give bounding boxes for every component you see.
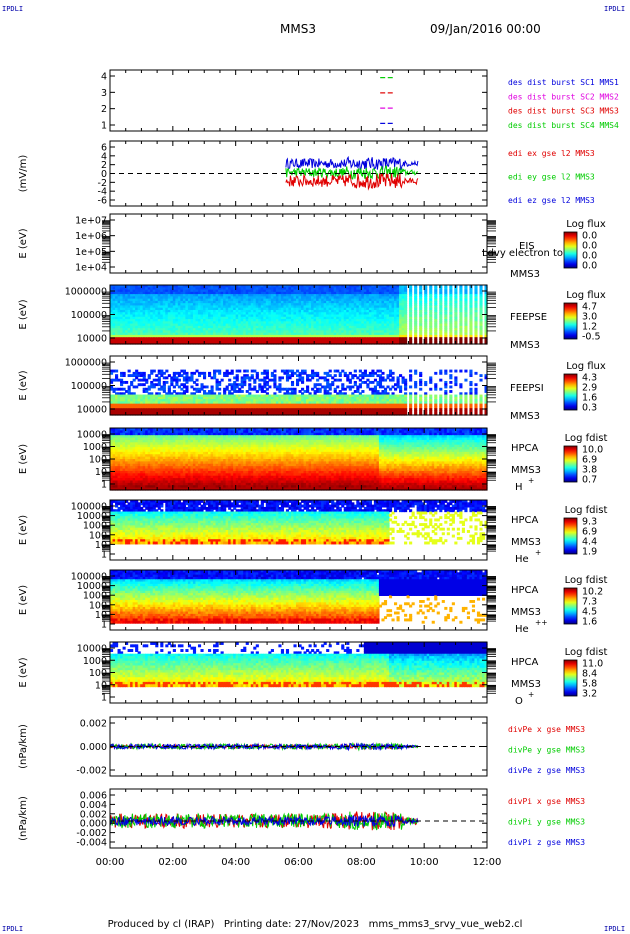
- instrument-label: FEEPSE: [510, 312, 547, 323]
- heatmap-cell: [218, 383, 221, 386]
- heatmap-cell: [165, 381, 168, 384]
- heatmap-cell: [218, 372, 221, 375]
- colorbar: [564, 232, 577, 268]
- heatmap-cell: [115, 370, 118, 373]
- panel-frame: [110, 70, 487, 131]
- data-series: [286, 157, 418, 170]
- legend-label: edi ez gse l2 MMS3: [508, 196, 595, 205]
- legend-label: des dist burst SC1 MMS1: [508, 78, 619, 87]
- heatmap-cell: [123, 374, 126, 377]
- y-axis-label: E (eV): [18, 228, 29, 258]
- spacecraft-label: MMS3: [510, 340, 540, 351]
- panel-feepse: 1000000 100000 10000 E (eV) FEEPSE MMS3 Log fl…: [18, 285, 606, 351]
- y-tick-label: 10000: [77, 334, 107, 345]
- y-tick-label: 1000000: [65, 287, 107, 298]
- y-tick-label: 4: [101, 72, 107, 83]
- heatmap-cell: [221, 379, 224, 382]
- heatmap-cell: [238, 370, 241, 373]
- heatmap-cell: [273, 370, 276, 373]
- y-tick-label: 3: [101, 88, 107, 99]
- heatmap-cell: [281, 376, 284, 379]
- heatmap-cell: [253, 381, 256, 384]
- heatmap-cell: [231, 372, 234, 375]
- y-axis-label: E (eV): [18, 299, 29, 329]
- colorbar-tick-label: 0.0: [582, 261, 597, 272]
- colorbar: [564, 303, 577, 339]
- heatmap-cell: [185, 390, 188, 393]
- legend-label: des dist burst SC3 MMS3: [508, 107, 619, 116]
- colorbar-tick-label: -0.5: [582, 332, 601, 343]
- y-tick-label: 100000: [71, 310, 107, 321]
- heatmap-cell: [296, 383, 299, 386]
- heatmap-cell: [246, 370, 249, 373]
- y-tick-label: 1: [101, 121, 107, 132]
- heatmap-cell: [165, 370, 168, 373]
- heatmap-cell: [195, 383, 198, 386]
- heatmap-cell: [145, 381, 148, 384]
- heatmap-cell: [178, 379, 181, 382]
- multi-panel-plot: 4 3 2 1 des dist burst SC1 MMS1 des dist burs…: [0, 0, 630, 934]
- colorbar-title: Log flux: [566, 290, 606, 301]
- y-tick-label: 2: [101, 104, 107, 115]
- heatmap-cell: [268, 386, 271, 389]
- heatmap-cell: [218, 388, 221, 391]
- heatmap-cell: [148, 376, 151, 379]
- heatmap-cell: [236, 379, 239, 382]
- colorbar-title: Log flux: [566, 219, 606, 230]
- heatmap-cell: [291, 383, 294, 386]
- legend-label: des dist burst SC4 MMS4: [508, 121, 619, 130]
- y-tick-label: -6: [98, 196, 107, 207]
- heatmap-cell: [301, 381, 304, 384]
- heatmap-cell: [195, 379, 198, 382]
- overlap-label: Ldvy electron to: [482, 248, 563, 259]
- legend-label: edi ey gse l2 MMS3: [508, 173, 595, 182]
- heatmap-cell: [243, 383, 246, 386]
- heatmap-cell: [206, 386, 209, 389]
- heatmap-cell: [153, 370, 156, 373]
- panel-feepsi: 100000010000010000E (eV) FEEPSIMMS3Log fl…: [18, 356, 606, 422]
- panel-burst: 4 3 2 1 des dist burst SC1 MMS1 des dist burs…: [101, 70, 619, 132]
- panel-frame: [110, 214, 487, 273]
- y-axis-label: (mV/m): [18, 155, 29, 193]
- heatmap-cell: [125, 381, 128, 384]
- spacecraft-label: MMS3: [510, 269, 540, 280]
- legend-label: edi ex gse l2 MMS3: [508, 149, 595, 158]
- heatmap-cell: [128, 370, 131, 373]
- heatmap-cell: [203, 376, 206, 379]
- y-tick-label: 1e+04: [75, 263, 107, 274]
- heatmap-cell: [228, 379, 231, 382]
- heatmap-cell: [241, 390, 244, 393]
- legend-label: des dist burst SC2 MMS2: [508, 92, 619, 101]
